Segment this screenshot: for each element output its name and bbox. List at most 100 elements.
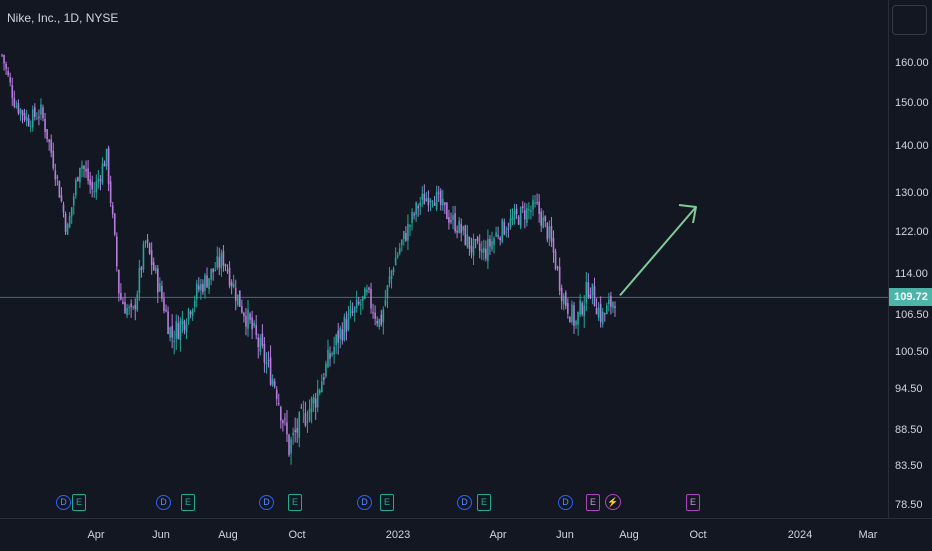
candle xyxy=(333,336,335,364)
upcoming-earnings-icon[interactable]: E xyxy=(686,494,700,511)
candle xyxy=(579,294,581,318)
candle xyxy=(528,202,530,220)
candle xyxy=(515,204,518,219)
time-axis[interactable]: Apr Jun Aug Oct 2023 Apr Jun Aug Oct 2024 Mar xyxy=(0,518,932,551)
candle xyxy=(474,238,477,249)
candle xyxy=(243,311,245,323)
candle xyxy=(329,346,331,367)
split-lightning-icon[interactable]: ⚡ xyxy=(605,494,621,510)
candle xyxy=(253,320,255,329)
candle xyxy=(109,175,112,207)
chart-area[interactable]: Nike, Inc., 1D, NYSE xyxy=(0,0,888,518)
candle xyxy=(193,295,196,313)
candle xyxy=(429,198,432,212)
candle xyxy=(386,284,389,309)
price-tick-label: 106.50 xyxy=(895,309,929,321)
candle xyxy=(364,287,366,300)
candle xyxy=(171,314,173,349)
price-chart[interactable] xyxy=(0,0,888,518)
candle xyxy=(530,205,532,220)
candle xyxy=(64,211,67,235)
candle xyxy=(507,222,510,238)
dividend-icon[interactable]: D xyxy=(259,495,274,510)
candle xyxy=(400,239,403,252)
chart-settings-button[interactable] xyxy=(892,5,927,35)
time-tick-label: Jun xyxy=(556,529,574,541)
last-price-badge: 109.72 xyxy=(889,288,932,307)
candle xyxy=(353,306,356,322)
candle xyxy=(390,269,393,289)
candle xyxy=(173,330,176,355)
candle xyxy=(249,312,251,324)
candle xyxy=(382,306,385,335)
candle xyxy=(456,225,458,239)
candle xyxy=(491,231,493,252)
candle xyxy=(327,339,329,369)
dividend-icon[interactable]: D xyxy=(357,495,372,510)
candle xyxy=(50,134,53,158)
earnings-icon[interactable]: E xyxy=(477,494,491,511)
earnings-icon[interactable]: E xyxy=(72,494,86,511)
candle xyxy=(52,142,55,171)
dividend-icon[interactable]: D xyxy=(558,495,573,510)
candle xyxy=(107,145,110,192)
candle xyxy=(540,208,542,232)
candle xyxy=(374,305,376,326)
candle xyxy=(15,100,18,109)
candle xyxy=(368,286,370,294)
candle xyxy=(210,268,212,286)
candle xyxy=(265,352,268,374)
candle xyxy=(316,379,319,413)
price-axis[interactable]: 160.00 150.00 140.00 130.00 122.00 114.00 106.… xyxy=(888,0,932,518)
candle xyxy=(42,104,44,122)
candle xyxy=(48,138,50,151)
candle xyxy=(444,202,446,214)
dividend-icon[interactable]: D xyxy=(457,495,472,510)
dividend-icon[interactable]: D xyxy=(56,495,71,510)
candle xyxy=(230,279,233,295)
candle xyxy=(146,234,149,248)
candle xyxy=(552,230,555,263)
candle xyxy=(239,290,241,308)
candle xyxy=(466,225,469,249)
price-tick-label: 114.00 xyxy=(895,268,928,280)
upcoming-earnings-icon[interactable]: E xyxy=(586,494,600,511)
candle xyxy=(601,307,604,328)
dividend-icon[interactable]: D xyxy=(156,495,171,510)
candle xyxy=(581,301,583,317)
candle xyxy=(341,322,344,345)
candle xyxy=(27,114,30,127)
candle xyxy=(5,61,7,75)
candle xyxy=(85,160,87,179)
candle xyxy=(148,242,151,256)
candle xyxy=(120,283,122,301)
candle xyxy=(298,411,301,448)
price-tick-label: 122.00 xyxy=(895,226,929,238)
candle xyxy=(476,235,479,245)
candle xyxy=(323,372,325,385)
candle xyxy=(257,333,260,359)
candle xyxy=(19,108,22,121)
candle xyxy=(505,226,508,238)
candle xyxy=(562,292,565,311)
candle xyxy=(452,206,454,230)
candle xyxy=(58,180,61,198)
candle xyxy=(101,157,104,185)
candle xyxy=(204,272,206,299)
candle xyxy=(448,209,450,230)
candle xyxy=(81,160,83,178)
candle xyxy=(113,212,116,237)
earnings-icon[interactable]: E xyxy=(288,494,302,511)
price-tick-label: 140.00 xyxy=(895,140,929,152)
earnings-icon[interactable]: E xyxy=(181,494,195,511)
price-tick-label: 130.00 xyxy=(895,187,929,199)
candle xyxy=(577,311,579,336)
candle xyxy=(519,206,522,230)
earnings-icon[interactable]: E xyxy=(380,494,394,511)
candle xyxy=(116,232,118,272)
candle xyxy=(300,403,303,409)
candle xyxy=(345,311,348,341)
candle xyxy=(218,247,221,276)
candle xyxy=(575,319,577,329)
candle xyxy=(200,278,202,300)
